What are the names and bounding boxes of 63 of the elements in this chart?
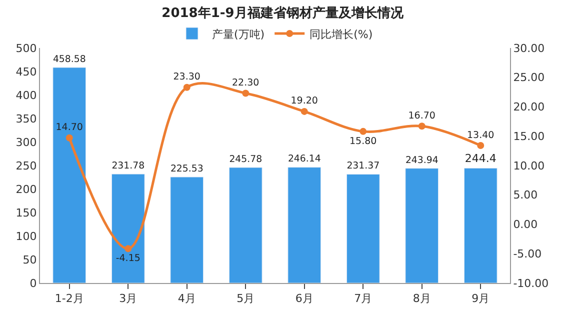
data-label: 225.53 [170,163,204,174]
y2-tick-label: 25.00 [513,71,545,84]
y2-tick-label: 15.00 [513,130,545,143]
x-tick-label: 6月 [295,292,314,306]
bar [464,168,498,283]
y-tick-label: 50 [22,253,37,266]
bar [228,167,262,283]
data-label: -4.15 [116,253,140,264]
y2-tick-label: 10.00 [513,159,545,172]
y-tick-label: 450 [16,65,37,78]
data-label: 244.4 [464,152,496,166]
point [183,84,190,91]
data-label: 231.37 [346,160,380,172]
data-label: 13.40 [467,130,494,141]
x-tick-label: 9月 [472,292,490,306]
x-tick-label: 1-2月 [54,292,84,306]
bar [288,167,322,283]
data-label: 243.94 [405,154,438,166]
y-tick-label: 350 [16,112,37,126]
x-tick-label: 4月 [178,292,196,306]
data-label: 15.80 [350,136,377,147]
bar [405,168,439,283]
legend-label: 产量(万吨) [212,28,265,41]
y-tick-label: 500 [16,42,37,55]
y2-tick-label: 30.00 [513,42,545,55]
bar [52,67,86,283]
data-label: 22.30 [232,77,260,88]
y-tick-label: 100 [16,230,37,243]
y-tick-label: 250 [16,159,37,172]
data-label: 14.70 [56,122,83,134]
y2-tick-label: 20.00 [513,100,545,114]
x-tick-label: 3月 [119,292,138,306]
bar [111,174,145,283]
x-tick-label: 8月 [412,292,431,306]
x-tick-label: 5月 [236,292,255,306]
y2-tick-label: 5.00 [513,188,538,202]
y2-tick-label: -5.00 [513,247,542,260]
bar [170,176,204,283]
y-tick-label: 150 [16,206,37,220]
y2-tick-label: 0.00 [513,218,538,232]
data-label: 246.14 [288,154,321,165]
point [477,142,484,150]
data-label: 19.20 [290,96,318,107]
bar [346,174,380,283]
y-tick-label: 0 [30,276,37,290]
data-label: 23.30 [173,72,200,83]
point [242,90,250,97]
data-label: 245.78 [229,154,262,165]
data-label: 16.70 [408,110,436,122]
data-label: 458.58 [52,54,86,65]
point [360,128,367,135]
point [300,108,308,115]
point [66,134,73,142]
legend-label: 同比增长(%) [310,28,373,41]
y-tick-label: 300 [16,136,37,149]
y-tick-label: 400 [16,88,37,102]
chart-title: 2018年1-9月福建省钢材产量及增长情况 [162,5,404,22]
data-label: 231.78 [112,160,145,172]
point [418,122,426,130]
y2-tick-label: -10.00 [513,276,549,290]
y-tick-label: 200 [16,182,37,196]
x-tick-label: 7月 [354,292,372,306]
point [124,245,132,252]
